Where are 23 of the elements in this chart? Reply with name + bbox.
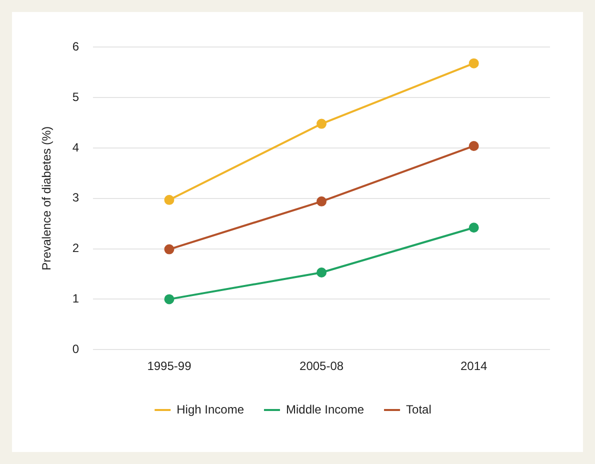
- y-tick-label: 6: [72, 40, 80, 54]
- y-tick-label: 0: [72, 342, 80, 356]
- y-tick-label: 1: [72, 292, 80, 306]
- legend-label: Total: [406, 402, 432, 416]
- x-tick-label: 2014: [460, 359, 488, 374]
- y-tick-label: 2: [72, 241, 80, 256]
- y-axis-title: Prevalence of diabetes (%): [40, 126, 54, 270]
- legend-label: Middle Income: [286, 402, 364, 416]
- point: [164, 244, 174, 254]
- point: [468, 58, 479, 68]
- point: [164, 194, 174, 205]
- y-tick-label: 3: [72, 190, 80, 205]
- point: [316, 118, 327, 129]
- x-tick-label: 2005-08: [300, 359, 344, 374]
- legend-label: High Income: [176, 402, 244, 416]
- x-tick-label: 1995-99: [147, 359, 192, 374]
- y-tick-label: 5: [72, 90, 80, 104]
- point: [468, 222, 479, 233]
- y-tick-label: 4: [72, 140, 80, 154]
- point: [468, 140, 479, 151]
- point: [316, 196, 327, 206]
- point: [164, 294, 174, 304]
- point: [316, 267, 327, 278]
